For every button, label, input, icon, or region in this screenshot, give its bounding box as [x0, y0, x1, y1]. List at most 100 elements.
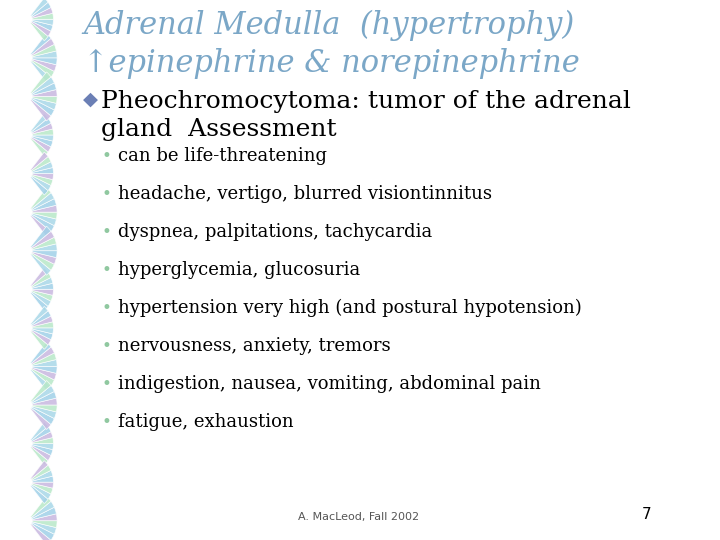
Wedge shape [30, 447, 48, 465]
Wedge shape [30, 187, 51, 209]
Wedge shape [31, 253, 54, 270]
Wedge shape [30, 496, 51, 518]
Wedge shape [32, 98, 56, 110]
Wedge shape [30, 292, 48, 310]
Wedge shape [30, 22, 48, 40]
Wedge shape [30, 177, 48, 195]
Wedge shape [32, 278, 53, 288]
Wedge shape [30, 152, 48, 171]
Wedge shape [32, 129, 53, 135]
Text: indigestion, nausea, vomiting, abdominal pain: indigestion, nausea, vomiting, abdominal… [118, 375, 541, 393]
Wedge shape [31, 231, 54, 248]
Wedge shape [32, 123, 53, 134]
Wedge shape [32, 58, 57, 65]
Wedge shape [32, 167, 53, 173]
Wedge shape [30, 215, 51, 237]
Wedge shape [32, 443, 53, 450]
Wedge shape [32, 353, 56, 366]
Wedge shape [31, 407, 54, 424]
Wedge shape [30, 33, 51, 55]
Wedge shape [31, 214, 54, 232]
Wedge shape [31, 272, 51, 287]
Wedge shape [31, 98, 54, 116]
Wedge shape [32, 444, 53, 455]
Text: fatigue, exhaustion: fatigue, exhaustion [118, 413, 294, 431]
Wedge shape [30, 524, 51, 540]
Wedge shape [32, 482, 53, 488]
Wedge shape [32, 406, 56, 418]
Wedge shape [32, 59, 56, 71]
Text: •: • [102, 337, 111, 355]
Wedge shape [32, 251, 57, 258]
Wedge shape [32, 483, 53, 494]
Wedge shape [32, 13, 53, 19]
Wedge shape [32, 205, 57, 212]
Wedge shape [31, 427, 51, 442]
Text: gland  Assessment: gland Assessment [102, 118, 337, 141]
Text: •: • [102, 147, 111, 165]
Wedge shape [31, 501, 54, 518]
Wedge shape [31, 347, 54, 364]
Text: ◆: ◆ [83, 90, 98, 109]
Wedge shape [32, 173, 53, 180]
Wedge shape [32, 432, 53, 442]
Text: •: • [102, 223, 111, 241]
Wedge shape [30, 254, 51, 275]
Wedge shape [31, 22, 51, 36]
Text: can be life-threatening: can be life-threatening [118, 147, 327, 165]
Wedge shape [32, 213, 56, 226]
Wedge shape [31, 465, 51, 480]
Text: ↑epinephrine & norepinephrine: ↑epinephrine & norepinephrine [83, 48, 580, 79]
Wedge shape [30, 113, 48, 132]
Wedge shape [30, 369, 51, 391]
Wedge shape [32, 252, 56, 264]
Wedge shape [32, 83, 56, 96]
Wedge shape [32, 51, 57, 58]
Wedge shape [30, 306, 48, 325]
Wedge shape [32, 174, 53, 185]
Wedge shape [31, 176, 51, 191]
Wedge shape [32, 44, 56, 57]
Wedge shape [30, 408, 51, 429]
Wedge shape [31, 38, 54, 56]
Wedge shape [31, 60, 54, 77]
Text: hyperglycemia, glucosuria: hyperglycemia, glucosuria [118, 261, 360, 279]
Wedge shape [31, 330, 51, 345]
Text: dyspnea, palpitations, tachycardia: dyspnea, palpitations, tachycardia [118, 223, 432, 241]
Wedge shape [32, 237, 56, 249]
Wedge shape [31, 77, 54, 94]
Wedge shape [32, 367, 57, 373]
Wedge shape [32, 97, 57, 103]
Text: A. MacLeod, Fall 2002: A. MacLeod, Fall 2002 [299, 512, 420, 522]
Wedge shape [31, 446, 51, 461]
Wedge shape [32, 514, 57, 521]
Wedge shape [31, 193, 54, 210]
Text: Adrenal Medulla  (hypertrophy): Adrenal Medulla (hypertrophy) [83, 10, 574, 41]
Wedge shape [30, 461, 48, 479]
Text: •: • [102, 185, 111, 203]
Wedge shape [32, 212, 57, 219]
Wedge shape [30, 0, 48, 16]
Wedge shape [32, 135, 53, 141]
Text: •: • [102, 261, 111, 279]
Wedge shape [32, 328, 53, 334]
Wedge shape [31, 2, 51, 17]
Wedge shape [30, 72, 51, 93]
Text: headache, vertigo, blurred visiontinnitus: headache, vertigo, blurred visiontinnitu… [118, 185, 492, 203]
Wedge shape [32, 136, 53, 147]
Text: •: • [102, 413, 111, 431]
Wedge shape [32, 368, 56, 380]
Wedge shape [32, 162, 53, 172]
Wedge shape [32, 289, 53, 295]
Wedge shape [31, 311, 51, 326]
Wedge shape [30, 342, 51, 363]
Text: •: • [102, 299, 111, 317]
Wedge shape [32, 470, 53, 481]
Wedge shape [30, 61, 51, 83]
Wedge shape [31, 292, 51, 306]
Wedge shape [32, 392, 56, 404]
Wedge shape [31, 137, 51, 152]
Wedge shape [32, 316, 53, 327]
Wedge shape [30, 485, 48, 504]
Wedge shape [31, 484, 51, 499]
